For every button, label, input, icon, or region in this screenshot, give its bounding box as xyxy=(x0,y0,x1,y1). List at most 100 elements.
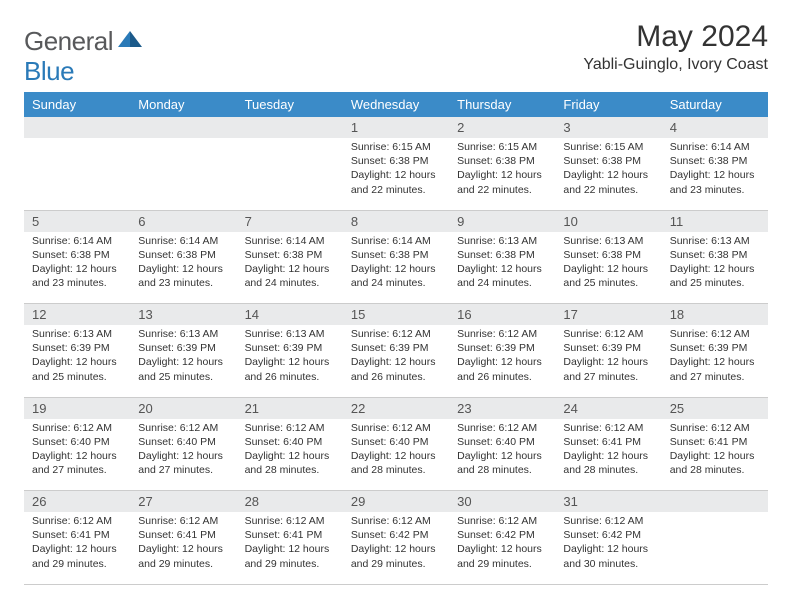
calendar-page: General May 2024 Yabli-Guinglo, Ivory Co… xyxy=(0,0,792,605)
day-cell: Sunrise: 6:12 AMSunset: 6:41 PMDaylight:… xyxy=(130,512,236,584)
sunset-text: Sunset: 6:41 PM xyxy=(670,435,760,449)
sunset-text: Sunset: 6:38 PM xyxy=(138,248,228,262)
day-num-cell: 30 xyxy=(449,491,555,513)
daylight-text: Daylight: 12 hours and 25 minutes. xyxy=(563,262,653,290)
sunset-text: Sunset: 6:40 PM xyxy=(32,435,122,449)
daylight-text: Daylight: 12 hours and 28 minutes. xyxy=(457,449,547,477)
day-number: 28 xyxy=(237,491,343,512)
day-number: 6 xyxy=(130,211,236,232)
day-number: 4 xyxy=(662,117,768,138)
day-num-cell xyxy=(237,117,343,138)
day-num-cell: 10 xyxy=(555,210,661,232)
sunset-text: Sunset: 6:42 PM xyxy=(351,528,441,542)
day-header-monday: Monday xyxy=(130,92,236,117)
sunrise-text: Sunrise: 6:14 AM xyxy=(351,234,441,248)
day-num-cell: 22 xyxy=(343,397,449,419)
week-3-num-row: 19202122232425 xyxy=(24,397,768,419)
daylight-text: Daylight: 12 hours and 25 minutes. xyxy=(670,262,760,290)
day-cell: Sunrise: 6:13 AMSunset: 6:38 PMDaylight:… xyxy=(662,232,768,304)
daylight-text: Daylight: 12 hours and 29 minutes. xyxy=(245,542,335,570)
sunset-text: Sunset: 6:40 PM xyxy=(457,435,547,449)
sunrise-text: Sunrise: 6:13 AM xyxy=(138,327,228,341)
sunrise-text: Sunrise: 6:12 AM xyxy=(457,421,547,435)
day-num-cell: 24 xyxy=(555,397,661,419)
week-0-num-row: 1234 xyxy=(24,117,768,138)
day-num-cell: 3 xyxy=(555,117,661,138)
day-number: 22 xyxy=(343,398,449,419)
day-num-cell: 20 xyxy=(130,397,236,419)
day-cell xyxy=(24,138,130,210)
day-number xyxy=(662,491,768,497)
sunset-text: Sunset: 6:39 PM xyxy=(138,341,228,355)
daylight-text: Daylight: 12 hours and 30 minutes. xyxy=(563,542,653,570)
day-cell: Sunrise: 6:14 AMSunset: 6:38 PMDaylight:… xyxy=(130,232,236,304)
day-num-cell: 16 xyxy=(449,304,555,326)
day-num-cell: 25 xyxy=(662,397,768,419)
sunset-text: Sunset: 6:41 PM xyxy=(32,528,122,542)
day-number: 10 xyxy=(555,211,661,232)
sunrise-text: Sunrise: 6:12 AM xyxy=(351,327,441,341)
day-number: 7 xyxy=(237,211,343,232)
sunrise-text: Sunrise: 6:12 AM xyxy=(138,421,228,435)
day-number: 11 xyxy=(662,211,768,232)
day-num-cell: 15 xyxy=(343,304,449,326)
day-number xyxy=(130,117,236,123)
daylight-text: Daylight: 12 hours and 28 minutes. xyxy=(245,449,335,477)
day-cell: Sunrise: 6:15 AMSunset: 6:38 PMDaylight:… xyxy=(449,138,555,210)
logo-icon xyxy=(117,29,143,54)
day-num-cell: 23 xyxy=(449,397,555,419)
daylight-text: Daylight: 12 hours and 22 minutes. xyxy=(457,168,547,196)
day-cell: Sunrise: 6:12 AMSunset: 6:40 PMDaylight:… xyxy=(449,419,555,491)
day-number: 12 xyxy=(24,304,130,325)
daylight-text: Daylight: 12 hours and 29 minutes. xyxy=(351,542,441,570)
calendar-table: SundayMondayTuesdayWednesdayThursdayFrid… xyxy=(24,92,768,585)
day-cell: Sunrise: 6:13 AMSunset: 6:39 PMDaylight:… xyxy=(24,325,130,397)
day-cell: Sunrise: 6:12 AMSunset: 6:40 PMDaylight:… xyxy=(24,419,130,491)
sunrise-text: Sunrise: 6:13 AM xyxy=(32,327,122,341)
daylight-text: Daylight: 12 hours and 27 minutes. xyxy=(32,449,122,477)
sunrise-text: Sunrise: 6:14 AM xyxy=(138,234,228,248)
day-cell: Sunrise: 6:13 AMSunset: 6:39 PMDaylight:… xyxy=(130,325,236,397)
day-cell: Sunrise: 6:13 AMSunset: 6:39 PMDaylight:… xyxy=(237,325,343,397)
day-number: 5 xyxy=(24,211,130,232)
sunrise-text: Sunrise: 6:13 AM xyxy=(670,234,760,248)
sunrise-text: Sunrise: 6:13 AM xyxy=(563,234,653,248)
sunrise-text: Sunrise: 6:12 AM xyxy=(670,421,760,435)
day-cell: Sunrise: 6:13 AMSunset: 6:38 PMDaylight:… xyxy=(449,232,555,304)
day-number: 8 xyxy=(343,211,449,232)
day-num-cell: 29 xyxy=(343,491,449,513)
daylight-text: Daylight: 12 hours and 27 minutes. xyxy=(563,355,653,383)
sunrise-text: Sunrise: 6:12 AM xyxy=(245,421,335,435)
sunset-text: Sunset: 6:40 PM xyxy=(351,435,441,449)
sunrise-text: Sunrise: 6:12 AM xyxy=(245,514,335,528)
day-number: 16 xyxy=(449,304,555,325)
week-0-content-row: Sunrise: 6:15 AMSunset: 6:38 PMDaylight:… xyxy=(24,138,768,210)
day-number: 27 xyxy=(130,491,236,512)
week-4-content-row: Sunrise: 6:12 AM Sunset: 6:41 PM Daylight:… xyxy=(24,512,768,584)
daylight-text: Daylight: 12 hours and 23 minutes. xyxy=(138,262,228,290)
day-cell: Sunrise: 6:12 AMSunset: 6:42 PMDaylight:… xyxy=(343,512,449,584)
day-number: 24 xyxy=(555,398,661,419)
day-cell xyxy=(662,512,768,584)
day-num-cell: 5 xyxy=(24,210,130,232)
sunset-text: Sunset: 6:38 PM xyxy=(245,248,335,262)
day-cell: Sunrise: 6:14 AMSunset: 6:38 PMDaylight:… xyxy=(343,232,449,304)
day-num-cell: 19 xyxy=(24,397,130,419)
daylight-text: Daylight: 12 hours and 24 minutes. xyxy=(457,262,547,290)
sunrise-text: Sunrise: 6:12 AM xyxy=(457,327,547,341)
sunrise-text: Sunrise: 6:12 AM xyxy=(457,514,547,528)
sunrise-text: Sunrise: 6:15 AM xyxy=(351,140,441,154)
sunrise-text: Sunrise: 6:14 AM xyxy=(670,140,760,154)
logo-text-blue: Blue xyxy=(24,56,74,86)
day-header-friday: Friday xyxy=(555,92,661,117)
day-header-sunday: Sunday xyxy=(24,92,130,117)
day-number: 2 xyxy=(449,117,555,138)
sunrise-text: Sunrise: 6:12 AM xyxy=(351,421,441,435)
day-num-cell: 4 xyxy=(662,117,768,138)
day-num-cell: 27 xyxy=(130,491,236,513)
day-num-cell: 8 xyxy=(343,210,449,232)
sunset-text: Sunset: 6:39 PM xyxy=(457,341,547,355)
day-header-tuesday: Tuesday xyxy=(237,92,343,117)
daylight-text: Daylight: 12 hours and 29 minutes. xyxy=(457,542,547,570)
day-number: 14 xyxy=(237,304,343,325)
